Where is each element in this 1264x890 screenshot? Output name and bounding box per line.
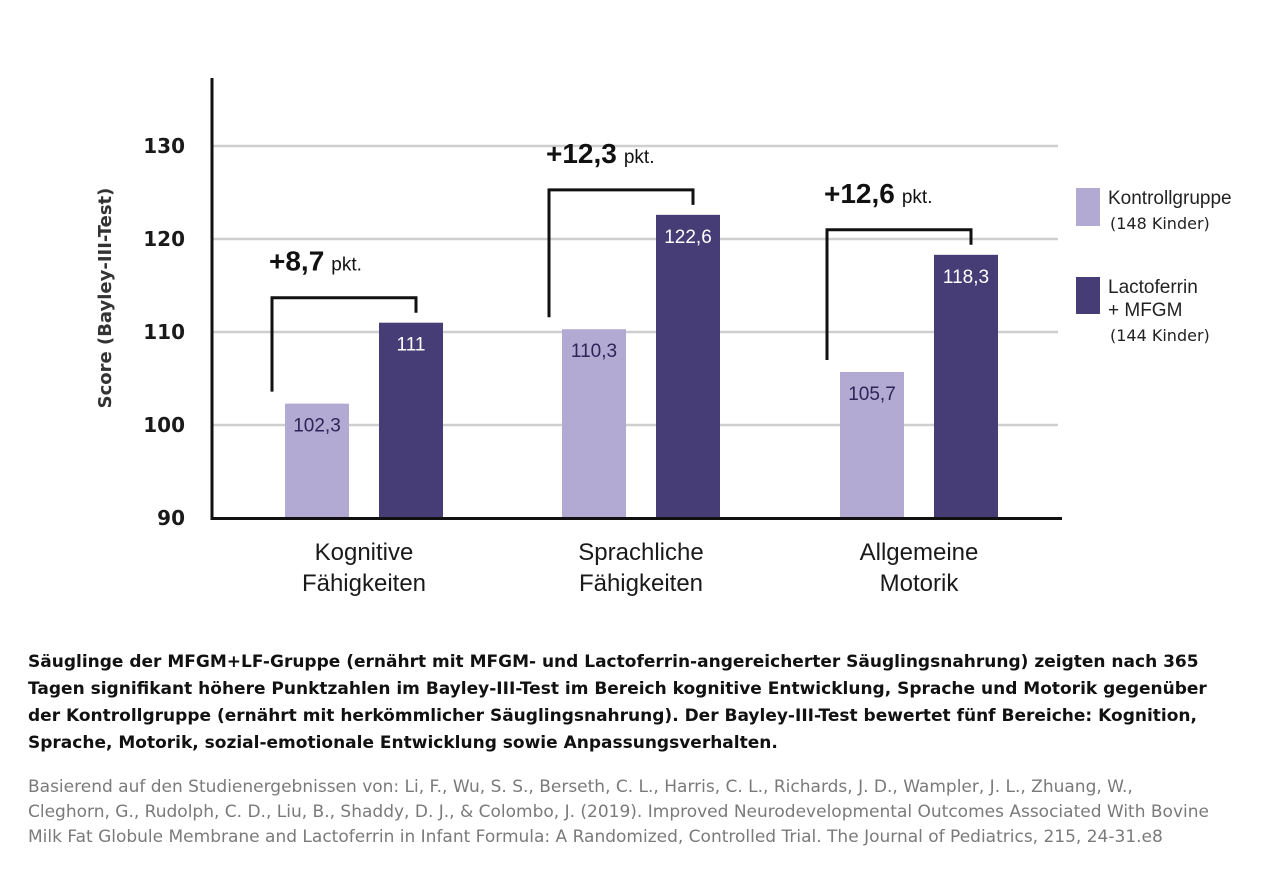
difference-label: +8,7 pkt. (269, 246, 362, 277)
y-axis-label: Score (Bayley-III-Test) (95, 188, 116, 409)
difference-label: +12,6 pkt. (824, 178, 932, 209)
legend-label: + MFGM (1108, 300, 1182, 321)
legend-label: Kontrollgruppe (1108, 188, 1232, 209)
y-tick-label: 90 (157, 506, 185, 530)
bar-value-label: 122,6 (664, 227, 712, 248)
legend-sublabel: (144 Kinder) (1110, 326, 1210, 345)
bar-value-label: 110,3 (571, 341, 617, 362)
bar (562, 329, 626, 518)
legend: Kontrollgruppe (148 Kinder) Lactoferrin+ M… (1076, 188, 1232, 345)
bar-value-label: 118,3 (943, 267, 989, 288)
difference-unit: pkt. (624, 147, 655, 168)
category-label: Motorik (880, 570, 960, 597)
category-label: Fähigkeiten (579, 570, 703, 597)
difference-bracket (825, 228, 973, 360)
y-tick-label: 110 (143, 320, 185, 344)
difference-value: +12,3 (546, 138, 617, 169)
y-tick-label: 130 (143, 134, 185, 158)
category-label: Kognitive (315, 539, 414, 566)
category-label: Fähigkeiten (302, 570, 426, 597)
chart-caption: Säuglinge der MFGM+LF-Gruppe (ernährt mi… (28, 652, 1207, 753)
bars: 102,3 111 110,3 122,6 105,7 118,3 (285, 214, 998, 518)
bar-chart: 90 100 110 120 130 Score (Bayley-III-Test) 1… (95, 78, 1232, 597)
difference-bracket (270, 296, 418, 392)
category-label: Allgemeine (860, 539, 979, 566)
y-tick-label: 100 (143, 413, 185, 437)
legend-label: Lactoferrin (1108, 277, 1198, 298)
difference-value: +12,6 (824, 178, 895, 209)
gridlines (212, 144, 1058, 427)
difference-unit: pkt. (331, 255, 362, 276)
difference-brackets: +8,7 pkt. +12,3 pkt. +12,6 pkt. (269, 138, 973, 392)
source-citation: Basierend auf den Studienergebnissen von… (28, 777, 1209, 847)
legend-swatch (1076, 277, 1100, 314)
bar-value-label: 102,3 (293, 416, 341, 437)
difference-unit: pkt. (902, 187, 933, 208)
y-tick-label: 120 (143, 227, 185, 251)
y-axis-ticks: 90 100 110 120 130 (143, 134, 185, 530)
bar-value-label: 105,7 (848, 384, 896, 405)
category-labels: Kognitive Fähigkeiten Sprachliche Fähigkeit… (302, 539, 978, 597)
category-label: Sprachliche (578, 539, 703, 566)
bar (285, 403, 349, 518)
bar-value-label: 111 (397, 335, 426, 356)
difference-label: +12,3 pkt. (546, 138, 654, 169)
difference-bracket (547, 188, 695, 318)
difference-value: +8,7 (269, 246, 324, 277)
legend-sublabel: (148 Kinder) (1110, 214, 1210, 233)
legend-swatch (1076, 188, 1100, 226)
bar (656, 214, 720, 518)
bar (379, 322, 443, 518)
bar (934, 254, 998, 518)
bar (840, 371, 904, 518)
